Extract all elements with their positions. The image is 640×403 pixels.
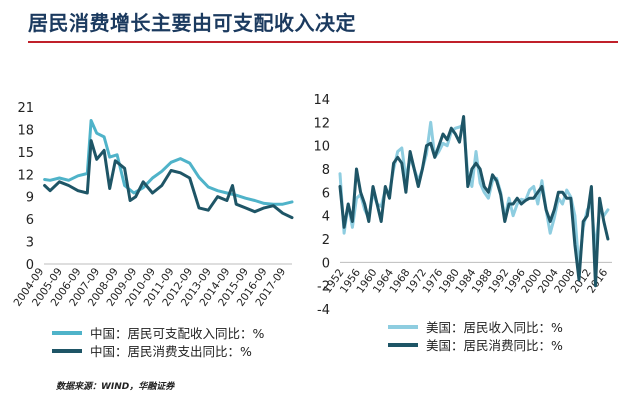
us-y-tick-label: 6	[322, 186, 330, 201]
china-y-tick-label: 15	[17, 146, 34, 161]
us-series-line-1	[338, 115, 610, 288]
china-legend: 中国：居民可支配收入同比：% 中国：居民消费支出同比：%	[52, 326, 265, 359]
us-y-tick-label: 0	[322, 256, 330, 271]
china-legend-consumption-label: 中国：居民消费支出同比：%	[90, 344, 252, 359]
china-plot-area: 0369121518212004-092005-092006-092007-09…	[11, 101, 294, 309]
slide-title: 居民消费增长主要由可支配收入决定	[28, 11, 356, 35]
us-y-tick-label: 14	[313, 93, 330, 108]
us-legend-income-label: 美国：居民收入同比：%	[426, 320, 563, 335]
title-rule	[28, 41, 618, 43]
us-y-tick-label: -2	[317, 280, 330, 295]
us-y-tick-label: 12	[313, 116, 330, 131]
china-y-tick-label: 21	[17, 101, 34, 116]
china-y-tick-label: 9	[26, 191, 34, 206]
china-series-line-1	[43, 139, 294, 220]
china-y-tick-label: 18	[17, 123, 34, 138]
us-y-tick-label: 4	[322, 210, 330, 225]
china-y-tick-label: 12	[17, 168, 34, 183]
us-y-tick-label: 10	[313, 140, 330, 155]
us-y-tick-label: -4	[317, 303, 330, 318]
china-y-tick-label: 0	[26, 258, 34, 273]
us-y-tick-label: 8	[322, 163, 330, 178]
china-y-tick-label: 3	[26, 236, 34, 251]
us-series-line-0	[338, 120, 610, 270]
china-y-tick-label: 6	[26, 213, 34, 228]
us-y-tick-label: 2	[322, 233, 330, 248]
us-plot-area: -4-2024681012141952195619601964196819721…	[313, 93, 612, 318]
china-series-line-0	[43, 119, 294, 206]
china-legend-income-label: 中国：居民可支配收入同比：%	[90, 326, 265, 341]
source-note: 数据来源：WIND，华融证券	[56, 382, 175, 392]
us-legend: 美国：居民收入同比：% 美国：居民消费同比：%	[388, 320, 563, 353]
us-legend-consumption-label: 美国：居民消费同比：%	[426, 338, 563, 353]
